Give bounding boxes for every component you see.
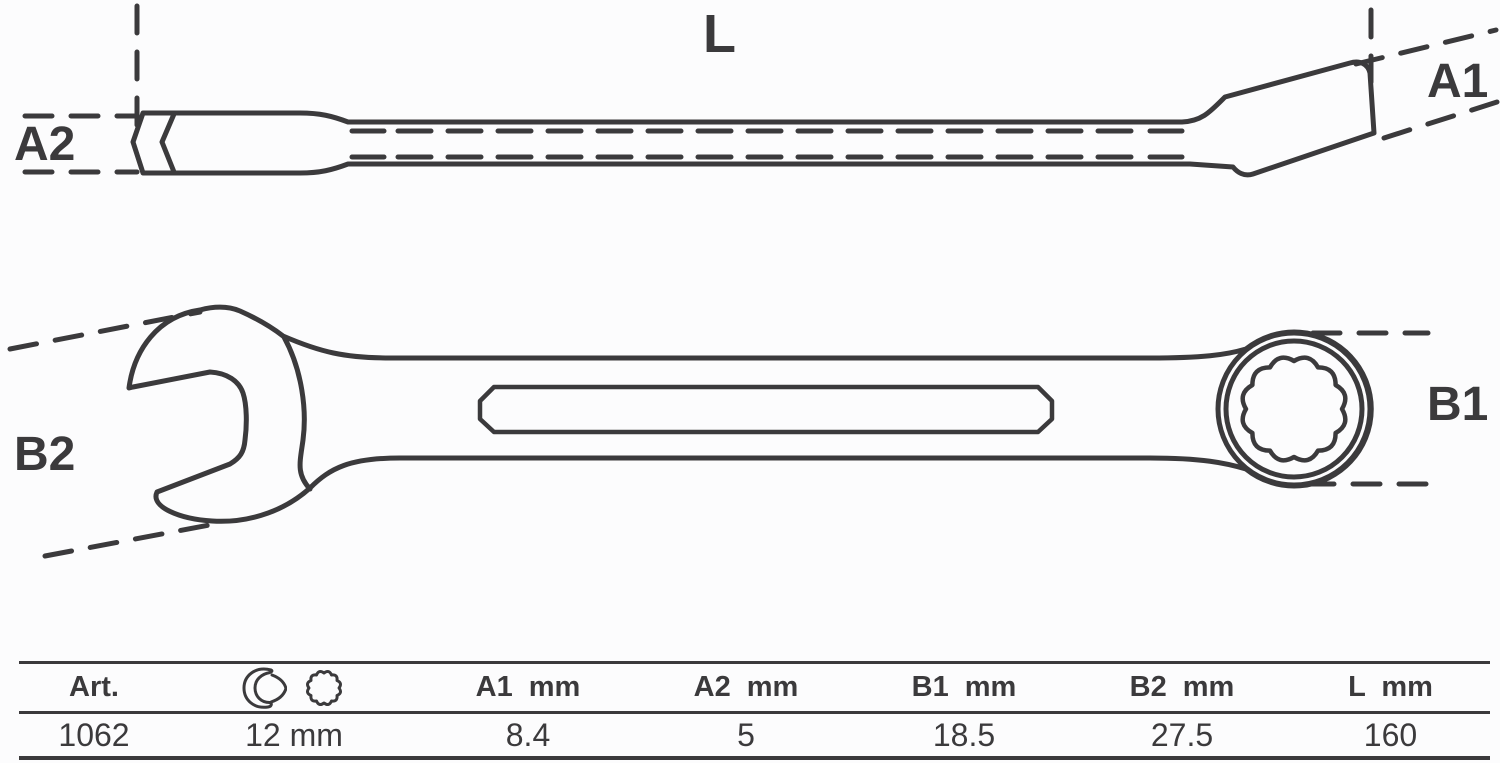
table-header-size-icons <box>169 664 419 711</box>
side-view-head-chamfer-line <box>159 111 177 175</box>
top-view-outline <box>126 304 1374 524</box>
table-header-a2: A2 mm <box>693 671 799 703</box>
a1-extent-lower-dashed <box>1381 99 1500 141</box>
ring-12pt-profile <box>1240 355 1348 463</box>
ring-12pt-icon <box>306 669 342 706</box>
spec-table-header-row: Art. A1 mm A2 mm B1 mm B2 mm L mm <box>19 661 1490 714</box>
ring-12pt-icon-path <box>306 669 342 706</box>
table-header-b1: B1 mm <box>911 671 1017 703</box>
table-header-b2: B2 mm <box>1129 671 1235 703</box>
ring-inner-circle <box>1223 338 1365 480</box>
table-cell-a1: 8.4 <box>505 716 551 753</box>
dimension-label-b1: B1 <box>1427 378 1488 431</box>
table-cell-l: 160 <box>1363 716 1418 753</box>
table-header-l: L mm <box>1348 671 1433 703</box>
a1-extent-upper-dashed <box>1353 27 1499 67</box>
technical-drawing: L A1 A2 B2 B1 <box>7 3 1500 559</box>
handle-slot <box>477 384 1055 435</box>
ring-outer-circle <box>1215 330 1373 488</box>
table-cell-b2: 27.5 <box>1150 716 1214 753</box>
dimension-label-a2: A2 <box>14 118 75 171</box>
dimension-label-l: L <box>703 4 736 64</box>
dimension-label-a1: A1 <box>1427 55 1488 108</box>
side-view-outline <box>130 59 1377 178</box>
open-end-wrench-icon <box>242 667 287 709</box>
table-cell-b1: 18.5 <box>932 716 996 753</box>
table-cell-size: 12 mm <box>245 716 343 753</box>
table-cell-art-number: 1062 <box>58 716 130 753</box>
spec-table-value-row: 1062 12 mm 8.4 5 18.5 27.5 160 <box>19 714 1490 760</box>
table-header-art: Art. <box>69 671 119 703</box>
b2-extent-upper-dashed <box>7 309 203 352</box>
table-header-a1: A1 mm <box>475 671 581 703</box>
b2-extent-lower-dashed <box>42 520 223 559</box>
dimension-label-b2: B2 <box>14 428 75 481</box>
top-view-drawing <box>7 304 1431 559</box>
table-cell-a2: 5 <box>737 716 755 753</box>
top-view-head-edge-arc <box>281 334 313 492</box>
spec-table: Art. A1 mm A2 mm B1 mm B2 mm L mm 1062 1… <box>19 661 1490 760</box>
side-view-drawing <box>22 3 1500 178</box>
